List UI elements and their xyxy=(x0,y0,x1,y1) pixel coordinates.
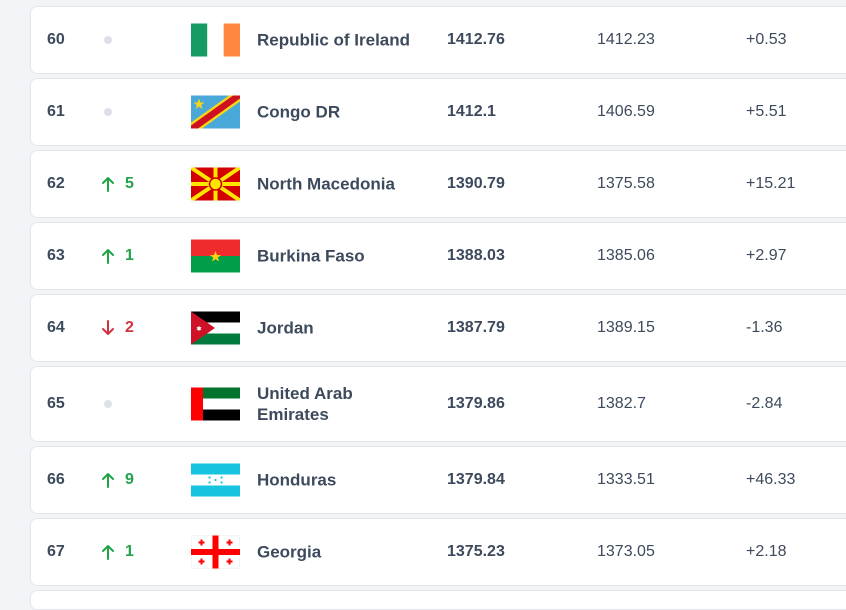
no-change-dot-icon xyxy=(104,108,112,116)
ranking-row[interactable]: 63 1 Burkina Faso 1388.03 1385.06 +2.97 xyxy=(30,222,846,290)
rank-change-value: 5 xyxy=(125,175,134,192)
country-name[interactable]: Honduras xyxy=(257,470,337,490)
points-difference: +2.18 xyxy=(746,543,787,560)
points-difference: +5.51 xyxy=(746,103,787,120)
rank-number: 63 xyxy=(47,247,65,264)
rank-number: 62 xyxy=(47,175,65,192)
rank-change: 5 xyxy=(101,175,151,193)
rank-change xyxy=(101,108,151,116)
ranking-row[interactable]: 65 United Arab Emirates 1379.86 1382.7 -… xyxy=(30,366,846,442)
rank-change-value: 1 xyxy=(125,247,134,264)
ranking-row[interactable]: 62 5 North Macedonia 1390.79 1375.58 +15… xyxy=(30,150,846,218)
honduras-flag-icon xyxy=(191,463,240,497)
country-name[interactable]: North Macedonia xyxy=(257,174,395,194)
rank-change: 1 xyxy=(101,247,151,265)
rank-change: 2 xyxy=(101,319,151,337)
rank-change-value: 2 xyxy=(125,319,134,336)
previous-points: 1412.23 xyxy=(597,31,655,48)
rank-change: 9 xyxy=(101,471,151,489)
rank-number: 61 xyxy=(47,103,65,120)
jordan-flag-icon xyxy=(191,311,240,345)
total-points: 1379.86 xyxy=(447,395,505,412)
arrow-up-icon xyxy=(102,177,114,192)
previous-points: 1406.59 xyxy=(597,103,655,120)
rank-change-value: 1 xyxy=(125,543,134,560)
ranking-row[interactable]: 64 2 Jordan 1387.79 1389.15 -1.36 xyxy=(30,294,846,362)
arrow-up-icon xyxy=(102,473,114,488)
north-macedonia-flag-icon xyxy=(191,167,240,201)
previous-points: 1389.15 xyxy=(597,319,655,336)
total-points: 1412.1 xyxy=(447,103,496,120)
previous-points: 1373.05 xyxy=(597,543,655,560)
ranking-row[interactable]: 66 9 Honduras 1379.84 1333.51 +46.33 xyxy=(30,446,846,514)
country-name[interactable]: Georgia xyxy=(257,542,322,562)
total-points: 1388.03 xyxy=(447,247,505,264)
rank-change: 1 xyxy=(101,543,151,561)
rank-change-value: 9 xyxy=(125,471,134,488)
country-name[interactable]: Jordan xyxy=(257,318,314,338)
burkina-faso-flag-icon xyxy=(191,239,240,273)
points-difference: -2.84 xyxy=(746,395,783,412)
total-points: 1379.84 xyxy=(447,471,505,488)
georgia-flag-icon xyxy=(191,535,240,569)
no-change-dot-icon xyxy=(104,36,112,44)
rank-number: 66 xyxy=(47,471,65,488)
points-difference: +2.97 xyxy=(746,247,787,264)
points-difference: +46.33 xyxy=(746,471,796,488)
ranking-row[interactable]: 60 Republic of Ireland 1412.76 1412.23 +… xyxy=(30,6,846,74)
previous-points: 1375.58 xyxy=(597,175,655,192)
country-name[interactable]: Republic of Ireland xyxy=(257,30,411,50)
total-points: 1387.79 xyxy=(447,319,505,336)
congo-dr-flag-icon xyxy=(191,95,240,129)
no-change-dot-icon xyxy=(104,400,112,408)
rank-number: 67 xyxy=(47,543,65,560)
uae-flag-icon xyxy=(191,387,240,421)
ranking-row-partial xyxy=(30,590,846,610)
rank-number: 64 xyxy=(47,319,65,336)
country-name[interactable]: Congo DR xyxy=(257,102,341,122)
total-points: 1375.23 xyxy=(447,543,505,560)
ireland-flag-icon xyxy=(191,23,240,57)
arrow-down-icon xyxy=(102,320,114,335)
points-difference: -1.36 xyxy=(746,319,783,336)
previous-points: 1385.06 xyxy=(597,247,655,264)
rank-change xyxy=(101,36,151,44)
total-points: 1412.76 xyxy=(447,31,505,48)
country-name[interactable]: United Arab Emirates xyxy=(257,384,353,424)
rank-change xyxy=(101,400,151,408)
rank-number: 60 xyxy=(47,31,65,48)
total-points: 1390.79 xyxy=(447,175,505,192)
arrow-up-icon xyxy=(102,545,114,560)
ranking-row[interactable]: 67 1 Georgia 1375.23 1373.05 +2.18 xyxy=(30,518,846,586)
previous-points: 1333.51 xyxy=(597,471,655,488)
points-difference: +15.21 xyxy=(746,175,796,192)
country-name[interactable]: Burkina Faso xyxy=(257,246,365,266)
rank-number: 65 xyxy=(47,395,65,412)
points-difference: +0.53 xyxy=(746,31,787,48)
ranking-row[interactable]: 61 Congo DR 1412.1 1406.59 +5.51 xyxy=(30,78,846,146)
previous-points: 1382.7 xyxy=(597,395,646,412)
arrow-up-icon xyxy=(102,249,114,264)
